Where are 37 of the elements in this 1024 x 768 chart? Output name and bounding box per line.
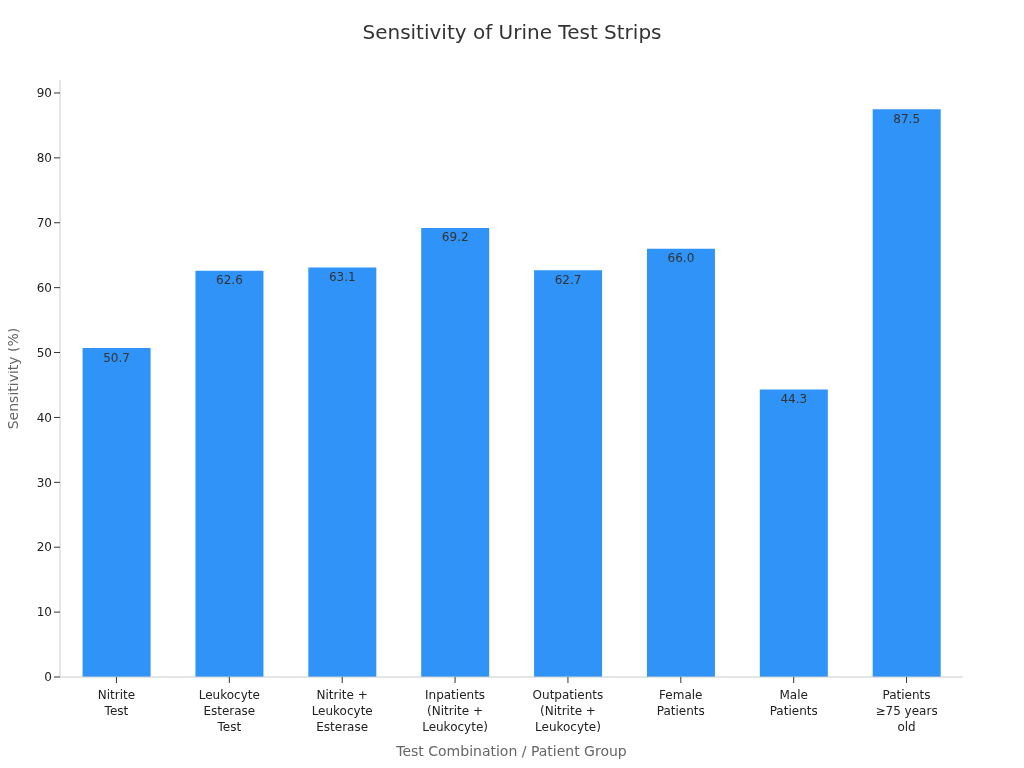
y-tick-label: 10 <box>36 605 52 620</box>
data-label: 66.0 <box>667 251 695 266</box>
y-tick-label: 70 <box>36 216 52 231</box>
x-tick-label: Nitrite Test <box>97 688 136 718</box>
bar <box>534 270 603 677</box>
x-tick-label: Leukocyte Esterase Test <box>198 688 260 734</box>
x-axis-title: Test Combination / Patient Group <box>395 743 627 759</box>
bar <box>421 227 490 677</box>
y-tick-label: 40 <box>36 410 52 425</box>
x-tick-label: Outpatients (Nitrite + Leukocyte) <box>532 688 604 734</box>
x-tick-label: Inpatients (Nitrite + Leukocyte) <box>422 688 488 734</box>
x-tick-label: Nitrite + Leukocyte Esterase <box>311 688 373 734</box>
bar <box>195 270 264 677</box>
data-label: 69.2 <box>441 230 469 245</box>
x-tick-label: Female Patients <box>656 688 705 718</box>
x-tick-label: Male Patients <box>769 688 818 718</box>
data-label: 62.7 <box>554 272 582 287</box>
bar <box>872 109 941 677</box>
bar <box>646 248 715 677</box>
y-tick-label: 60 <box>36 280 52 295</box>
data-label: 50.7 <box>103 350 130 365</box>
y-tick-label: 20 <box>36 540 52 555</box>
y-tick-label: 90 <box>36 86 52 101</box>
data-label: 63.1 <box>328 270 356 285</box>
bar <box>308 267 377 677</box>
y-tick-label: 30 <box>36 475 52 490</box>
bar <box>759 389 828 677</box>
data-label: 44.3 <box>780 392 808 407</box>
chart-title: Sensitivity of Urine Test Strips <box>361 20 663 44</box>
y-tick-label: 80 <box>36 151 52 166</box>
x-tick-label: Patients ≥75 years old <box>875 688 938 734</box>
y-tick-label: 0 <box>44 670 52 685</box>
y-axis-title: Sensitivity (%) <box>4 327 21 430</box>
data-label: 62.6 <box>216 273 243 288</box>
data-label: 87.5 <box>893 111 921 126</box>
y-tick-label: 50 <box>36 345 52 360</box>
bar <box>82 348 151 677</box>
